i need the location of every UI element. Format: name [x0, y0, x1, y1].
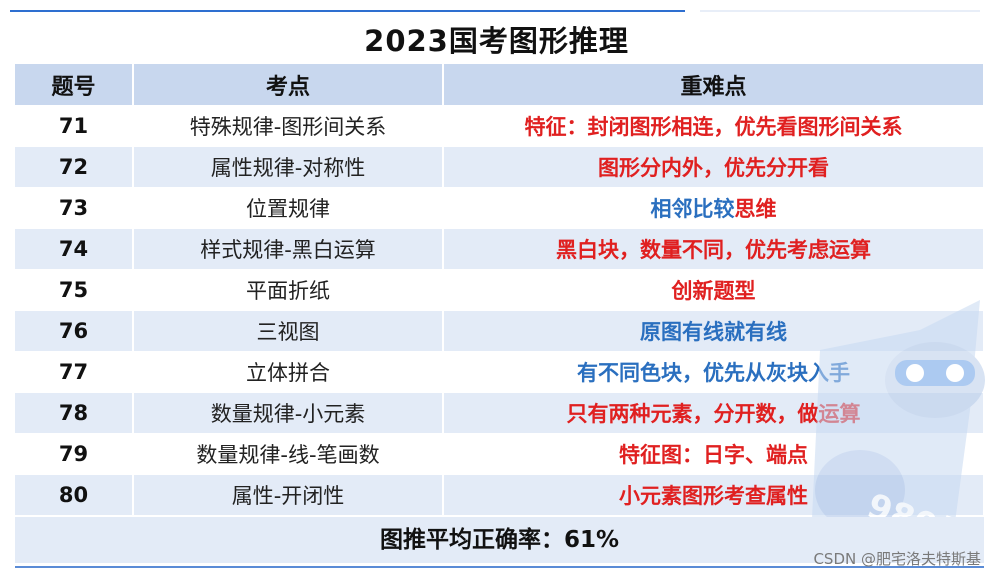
- topic-cell: 三视图: [133, 310, 444, 352]
- question-number: 72: [15, 146, 134, 188]
- question-number: 78: [15, 392, 134, 434]
- question-number: 74: [15, 228, 134, 270]
- table-row: 73 位置规律 相邻比较思维: [15, 187, 985, 229]
- question-number: 71: [15, 105, 134, 147]
- key-point-cell: 图形分内外，优先分开看: [443, 146, 985, 188]
- header-key-points: 重难点: [443, 64, 985, 106]
- key-point-text: 特征图：日字、端点: [619, 443, 808, 467]
- topic-cell: 数量规律-线-笔画数: [133, 433, 444, 475]
- table-row: 74 样式规律-黑白运算 黑白块，数量不同，优先考虑运算: [15, 228, 985, 270]
- average-accuracy: 图推平均正确率：61%: [15, 517, 984, 563]
- table-row: 75 平面折纸 创新题型: [15, 269, 985, 311]
- table-row: 72 属性规律-对称性 图形分内外，优先分开看: [15, 146, 985, 188]
- page-title: 2023国考图形推理: [364, 24, 629, 58]
- key-point-text: 特征：封闭图形相连，优先看图形间关系: [524, 115, 903, 139]
- table-row: 71 特殊规律-图形间关系 特征：封闭图形相连，优先看图形间关系: [15, 105, 985, 147]
- key-point-cell: 相邻比较思维: [443, 187, 985, 229]
- topic-cell: 特殊规律-图形间关系: [133, 105, 444, 147]
- key-point-text: 创新题型: [671, 279, 756, 303]
- table-header-row: 题号 考点 重难点: [15, 64, 985, 106]
- topic-cell: 属性-开闭性: [133, 474, 444, 515]
- key-point-text: 小元素图形考查属性: [619, 484, 808, 508]
- topic-cell: 样式规律-黑白运算: [133, 228, 444, 270]
- topic-cell: 位置规律: [133, 187, 444, 229]
- question-number: 77: [15, 351, 134, 393]
- key-point-cell: 特征：封闭图形相连，优先看图形间关系: [443, 105, 985, 147]
- header-number: 题号: [15, 64, 134, 106]
- key-point-text: 有不同色块，优先从灰块入手: [577, 361, 850, 385]
- table-body: 71 特殊规律-图形间关系 特征：封闭图形相连，优先看图形间关系 72 属性规律-对称性…: [15, 105, 985, 515]
- key-point-text: 黑白块，数量不同，优先考虑运算: [556, 238, 871, 262]
- question-number: 79: [15, 433, 134, 475]
- question-number: 73: [15, 187, 134, 229]
- key-point-text: 图形分内外，优先分开看: [598, 156, 829, 180]
- topic-cell: 数量规律-小元素: [133, 392, 444, 434]
- key-point-cell: 创新题型: [443, 269, 985, 311]
- top-rule: [10, 10, 685, 12]
- bottom-rule: [15, 566, 984, 568]
- question-number: 76: [15, 310, 134, 352]
- top-rule-light: [700, 10, 980, 12]
- key-point-text: 原图有线就有线: [640, 320, 787, 344]
- key-point-text: 思维: [734, 197, 777, 221]
- header-topic: 考点: [133, 64, 444, 106]
- topic-cell: 属性规律-对称性: [133, 146, 444, 188]
- key-point-cell: 黑白块，数量不同，优先考虑运算: [443, 228, 985, 270]
- question-number: 75: [15, 269, 134, 311]
- topic-table: 题号 考点 重难点 71 特殊规律-图形间关系 特征：封闭图形相连，优先看图形间关系…: [15, 64, 985, 515]
- watermark: CSDN @肥宅洛夫特斯基: [813, 550, 981, 568]
- question-number: 80: [15, 474, 134, 515]
- topic-cell: 平面折纸: [133, 269, 444, 311]
- key-point-text: 相邻比较: [650, 197, 735, 221]
- topic-cell: 立体拼合: [133, 351, 444, 393]
- table-row: 76 三视图 原图有线就有线: [15, 310, 985, 352]
- key-point-text: 只有两种元素，分开数，做运算: [566, 402, 861, 426]
